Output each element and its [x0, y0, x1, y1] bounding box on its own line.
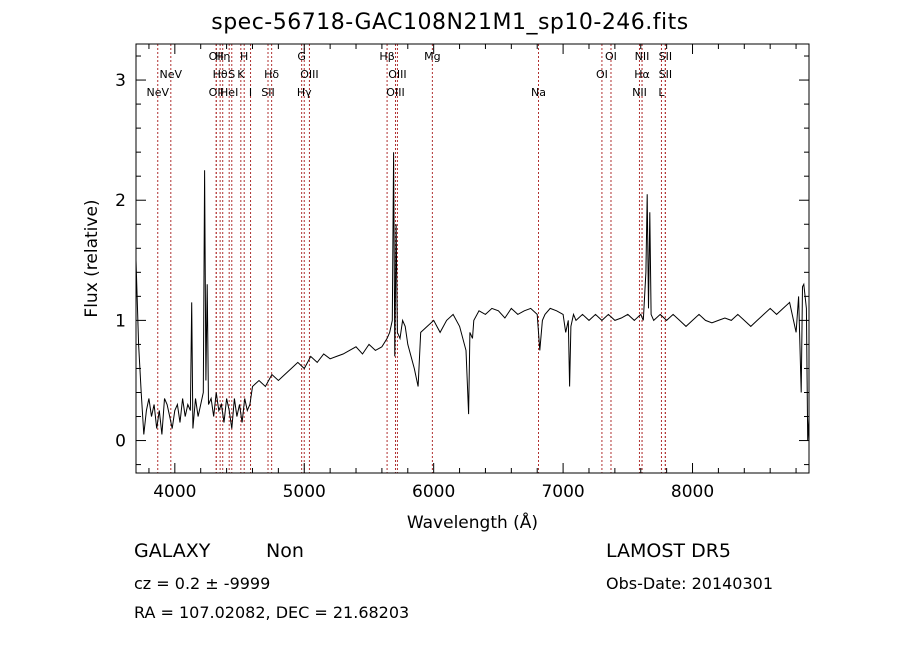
spectral-line-label: Na: [531, 86, 546, 99]
spectral-line-label: Hη: [215, 50, 230, 63]
spectral-line-label: I: [249, 86, 252, 99]
spectral-line-label: OII: [209, 50, 224, 63]
spectral-line-label: L: [658, 86, 665, 99]
spectral-line-label: OII: [209, 86, 224, 99]
redshift-text: cz = 0.2 ± -9999: [134, 574, 271, 593]
spectral-line-label: SII: [659, 50, 672, 63]
spectral-line-label: Hβ: [379, 50, 394, 63]
y-tick-label: 0: [115, 432, 126, 452]
spectral-line-label: SII: [261, 86, 274, 99]
spectral-line-label: NeV: [146, 86, 169, 99]
plot-frame: [135, 43, 810, 474]
spectral-line-label: NeV: [160, 68, 183, 81]
spectral-line-markers: [157, 44, 666, 473]
x-tick-label: 4000: [153, 482, 196, 502]
x-tick-label: 5000: [283, 482, 326, 502]
y-tick-label: 3: [115, 71, 126, 91]
spectral-line-label: HeI: [220, 86, 238, 99]
x-axis: 4000 5000 6000 7000 8000: [148, 44, 797, 502]
x-tick-label: 8000: [671, 482, 714, 502]
spectral-line-label: Hα: [634, 68, 650, 81]
object-subclass: Non: [266, 540, 304, 562]
x-tick-label: 7000: [541, 482, 584, 502]
y-tick-label: 1: [115, 311, 126, 331]
spectral-line-label: Mg: [424, 50, 440, 63]
spectral-line-label: OI: [596, 68, 608, 81]
spectral-line-label: Hγ: [297, 86, 312, 99]
spectral-line-label: H: [240, 50, 248, 63]
spectral-line-label: NII: [632, 86, 647, 99]
spectral-line-label: S: [228, 68, 235, 81]
spectral-line-label: OI: [605, 50, 617, 63]
y-tick-label: 2: [115, 191, 126, 211]
spectral-line-label: OIII: [300, 68, 318, 81]
survey-name: LAMOST DR5: [606, 540, 731, 562]
spectral-line-label: OIII: [386, 86, 404, 99]
observation-date: Obs-Date: 20140301: [606, 574, 774, 593]
spectral-line-label: NII: [635, 50, 650, 63]
spectral-line-label: Hδ: [264, 68, 279, 81]
y-axis: 0 1 2 3: [115, 55, 809, 466]
spectral-line-label: SII: [659, 68, 672, 81]
y-axis-label: Flux (relative): [82, 199, 102, 317]
x-axis-label: Wavelength (Å): [407, 511, 538, 533]
spectral-line-label: K: [237, 68, 245, 81]
object-class: GALAXY: [134, 540, 211, 562]
chart-title: spec-56718-GAC108N21M1_sp10-246.fits: [211, 10, 689, 35]
spectral-line-label: Hθ: [213, 68, 228, 81]
x-tick-label: 6000: [412, 482, 455, 502]
spectral-line-label: G: [297, 50, 306, 63]
spectral-line-label: OIII: [388, 68, 406, 81]
ra-dec-coordinates: RA = 107.02082, DEC = 21.68203: [134, 603, 410, 622]
spectrum-line: [135, 152, 810, 441]
